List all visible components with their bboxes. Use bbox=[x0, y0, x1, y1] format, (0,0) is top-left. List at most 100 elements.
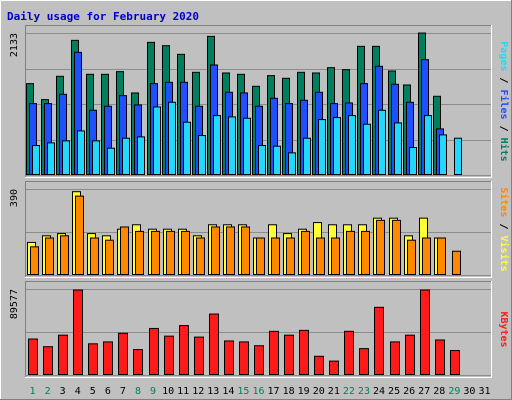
bar-sites-day-12 bbox=[196, 237, 205, 275]
day-label-10: 10 bbox=[162, 386, 174, 397]
bar-kbytes-day-11 bbox=[179, 325, 189, 376]
legend-sites: Sites bbox=[498, 187, 510, 217]
day-label-26: 26 bbox=[403, 386, 415, 397]
bar-pages-day-9 bbox=[153, 106, 161, 175]
bar-sites-day-5 bbox=[90, 237, 99, 275]
bar-sites-day-26 bbox=[407, 239, 416, 275]
bar-kbytes-day-22 bbox=[344, 330, 354, 376]
bar-kbytes-day-16 bbox=[254, 345, 264, 375]
day-label-19: 19 bbox=[298, 386, 310, 397]
legend-hits: Hits bbox=[498, 138, 510, 162]
bar-kbytes-day-12 bbox=[194, 336, 204, 376]
bar-kbytes-day-3 bbox=[58, 334, 68, 376]
bar-sites-day-22 bbox=[346, 230, 355, 275]
day-label-16: 16 bbox=[252, 386, 264, 397]
bar-sites-day-13 bbox=[211, 226, 220, 276]
bar-sites-day-18 bbox=[286, 237, 295, 275]
bar-sites-day-1 bbox=[30, 246, 39, 275]
chart-panels: 2133 Pages / Files / Hits 390 Sites / Visit… bbox=[9, 25, 510, 378]
side-legend-kbytes: KBytes bbox=[498, 311, 509, 347]
bar-pages-day-27 bbox=[424, 115, 432, 175]
bar-pages-day-18 bbox=[288, 152, 296, 176]
day-label-3: 3 bbox=[60, 386, 66, 397]
bar-pages-day-4 bbox=[77, 130, 85, 175]
bar-pages-day-10 bbox=[168, 101, 176, 175]
bar-sites-day-27 bbox=[422, 237, 431, 275]
chart-title: Daily usage for February 2020 bbox=[7, 10, 199, 23]
bar-pages-day-26 bbox=[409, 147, 417, 176]
bar-kbytes-day-27 bbox=[420, 289, 430, 375]
day-label-28: 28 bbox=[433, 386, 445, 397]
day-label-14: 14 bbox=[222, 386, 234, 397]
bar-pages-day-23 bbox=[363, 123, 371, 176]
day-label-4: 4 bbox=[75, 386, 81, 397]
bar-sites-day-20 bbox=[316, 237, 325, 275]
bar-sites-day-7 bbox=[120, 226, 129, 276]
bar-pages-day-12 bbox=[198, 135, 206, 175]
bar-pages-day-2 bbox=[47, 142, 55, 175]
day-label-20: 20 bbox=[313, 386, 325, 397]
legend-separator: / bbox=[498, 217, 509, 235]
legend-separator: / bbox=[498, 120, 509, 138]
bar-pages-day-11 bbox=[183, 121, 191, 175]
bar-pages-day-29 bbox=[454, 137, 462, 176]
bar-sites-day-15 bbox=[241, 226, 250, 276]
bar-pages-day-5 bbox=[92, 140, 100, 176]
bar-kbytes-day-15 bbox=[239, 341, 249, 375]
bar-sites-day-2 bbox=[45, 237, 54, 275]
bar-pages-day-1 bbox=[32, 145, 40, 175]
side-legend-hits: Pages / Files / Hits bbox=[498, 41, 510, 161]
bar-kbytes-day-19 bbox=[299, 329, 309, 375]
bar-sites-day-8 bbox=[135, 230, 144, 275]
bar-pages-day-16 bbox=[258, 145, 266, 175]
bar-sites-day-17 bbox=[271, 237, 280, 275]
bar-pages-day-28 bbox=[439, 134, 447, 176]
bar-sites-day-28 bbox=[437, 237, 446, 275]
bar-kbytes-day-7 bbox=[118, 332, 128, 376]
bar-sites-day-21 bbox=[331, 237, 340, 275]
bar-pages-day-8 bbox=[137, 136, 145, 175]
bar-pages-day-22 bbox=[348, 115, 356, 175]
bar-pages-day-14 bbox=[228, 116, 236, 175]
day-label-9: 9 bbox=[150, 386, 156, 397]
bar-kbytes-day-25 bbox=[390, 341, 400, 375]
bar-kbytes-day-1 bbox=[28, 338, 38, 376]
day-label-22: 22 bbox=[343, 386, 355, 397]
panel-kbytes: 89577 KBytes bbox=[9, 281, 509, 378]
day-axis-labels: 1 2 3 4 5 6 7 8 9 10 11 12 13 14 15 16 17 18 19 20 21 22 23 24 2… bbox=[30, 386, 491, 397]
day-label-8: 8 bbox=[135, 386, 141, 397]
day-label-30: 30 bbox=[463, 386, 475, 397]
bar-pages-day-19 bbox=[303, 137, 311, 176]
bar-sites-day-29 bbox=[452, 250, 461, 276]
day-label-27: 27 bbox=[418, 386, 430, 397]
bar-kbytes-day-20 bbox=[314, 355, 324, 376]
bar-pages-day-17 bbox=[273, 145, 281, 175]
bar-sites-day-14 bbox=[226, 226, 235, 276]
bar-pages-day-20 bbox=[318, 119, 326, 176]
bar-pages-day-15 bbox=[243, 117, 251, 176]
legend-pages: Pages bbox=[498, 41, 509, 71]
bar-pages-day-24 bbox=[378, 109, 386, 175]
day-label-7: 7 bbox=[120, 386, 126, 397]
bar-sites-day-10 bbox=[166, 230, 175, 275]
bar-kbytes-day-5 bbox=[88, 343, 98, 375]
legend-visits: Visits bbox=[498, 236, 510, 272]
bar-pages-day-21 bbox=[333, 117, 341, 175]
bar-pages-day-13 bbox=[213, 115, 221, 175]
bar-sites-day-25 bbox=[392, 219, 401, 275]
bar-kbytes-day-17 bbox=[269, 330, 279, 376]
day-label-15: 15 bbox=[237, 386, 249, 397]
bar-kbytes-day-10 bbox=[164, 335, 174, 375]
bar-sites-day-3 bbox=[60, 235, 69, 275]
panel-hits: 2133 Pages / Files / Hits bbox=[9, 25, 510, 178]
bar-kbytes-day-28 bbox=[435, 339, 445, 375]
bar-pages-day-6 bbox=[107, 147, 115, 175]
legend-separator: / bbox=[498, 71, 509, 89]
bar-sites-day-19 bbox=[301, 230, 310, 275]
bar-kbytes-day-6 bbox=[103, 341, 113, 375]
legend-kbytes: KBytes bbox=[498, 311, 509, 347]
bar-kbytes-day-14 bbox=[224, 340, 234, 376]
bar-kbytes-day-24 bbox=[374, 306, 384, 375]
day-label-29: 29 bbox=[448, 386, 460, 397]
